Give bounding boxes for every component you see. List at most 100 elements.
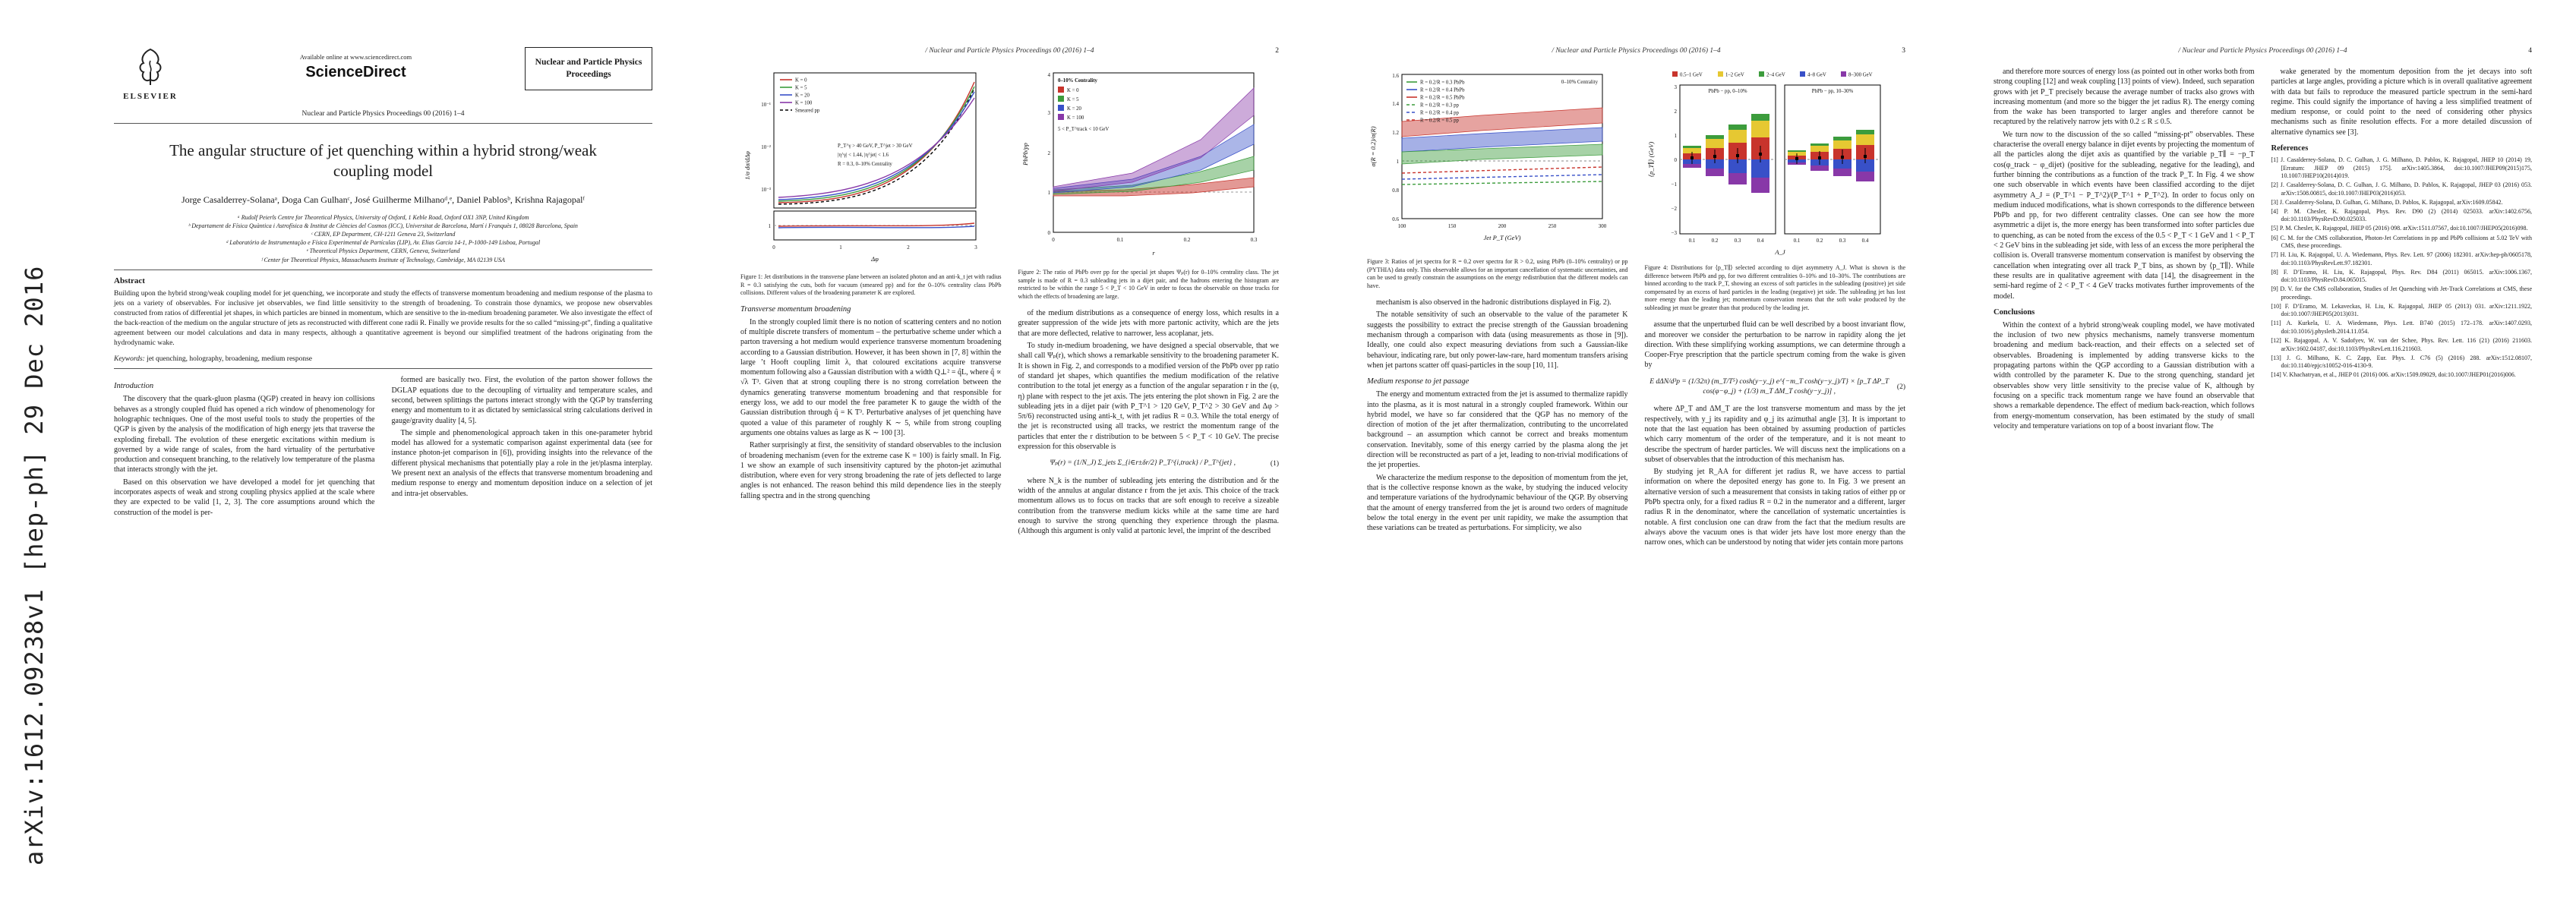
svg-text:0.2: 0.2 [1183, 237, 1190, 243]
svg-text:0.1: 0.1 [1793, 238, 1800, 244]
paragraph: mechanism is also observed in the hadron… [1376, 298, 1612, 307]
paragraph: We turn now to the discussion of the so … [1994, 130, 2255, 301]
svg-text:250: 250 [1548, 223, 1557, 229]
paragraph: We characterize the medium response to t… [1367, 473, 1628, 533]
paragraph: where ΔP_T and ΔM_T are the lost transve… [1644, 405, 1906, 464]
journal-name-box: Nuclear and Particle Physics Proceedings [525, 47, 652, 91]
page-number: 3 [1902, 47, 1905, 55]
introduction-heading: Introduction [114, 382, 154, 391]
keywords-text: jet quenching, holography, broadening, m… [147, 355, 313, 364]
running-head-text: / Nuclear and Particle Physics Proceedin… [1552, 47, 1721, 55]
svg-text:4–8 GeV: 4–8 GeV [1807, 73, 1826, 78]
paragraph: In the strongly coupled limit there is n… [740, 317, 1002, 437]
figure-1: K = 0 K = 5 K = 20 K = 100 Smeared pp P_… [740, 67, 1002, 270]
fig3-ylabel: σ(R = 0.2)/σ(R) [1369, 126, 1377, 166]
page2-left-column: K = 0 K = 5 K = 20 K = 100 Smeared pp P_… [740, 67, 1002, 538]
keywords-label: Keywords: [114, 355, 145, 364]
page4-left-column: and therefore more sources of energy los… [1994, 67, 2255, 433]
figure-3: R = 0.2/R = 0.3 PbPb R = 0.2/R = 0.4 PbP… [1367, 67, 1628, 255]
page4-right-column: wake generated by the momentum depositio… [2271, 67, 2533, 433]
svg-text:R = 0.2/R = 0.3 pp: R = 0.2/R = 0.3 pp [1420, 103, 1460, 109]
arxiv-identifier: arXiv:1612.09238v1 [hep-ph] 29 Dec 2016 [20, 265, 49, 865]
reference-entry: [7] H. Liu, K. Rajagopal, U. A. Wiedeman… [2271, 251, 2533, 266]
fig3-band-r03-pbpb [1401, 143, 1603, 165]
page3-right-column: 0.5–1 GeV 1–2 GeV 2–4 GeV 4–8 GeV 8–300 … [1644, 67, 1906, 550]
page1-left-column: Introduction The discovery that the quar… [114, 375, 375, 520]
svg-text:0.3: 0.3 [1250, 237, 1257, 243]
svg-text:K = 0: K = 0 [1067, 88, 1079, 93]
svg-text:R = 0.2/R = 0.5 pp: R = 0.2/R = 0.5 pp [1420, 118, 1460, 124]
page3-left-column: R = 0.2/R = 0.3 PbPb R = 0.2/R = 0.4 PbP… [1367, 67, 1628, 550]
svg-text:R = 0.2/R = 0.4 PbPb: R = 0.2/R = 0.4 PbPb [1420, 88, 1465, 93]
fig2-band-k0 [1053, 177, 1254, 197]
svg-text:1: 1 [1674, 133, 1677, 139]
svg-text:0.3: 0.3 [1734, 238, 1741, 244]
reference-list: [1] J. Casalderrey-Solana, D. C. Gulhan,… [2271, 156, 2533, 380]
paragraph: The discovery that the quark-gluon plasm… [114, 395, 375, 474]
reference-entry: [5] P. M. Chesler, K. Rajagopal, JHEP 05… [2271, 225, 2528, 232]
fig1-xlabel: Δφ [870, 255, 879, 263]
paragraph: of the medium distributions as a consequ… [1018, 309, 1280, 338]
svg-text:100: 100 [1398, 223, 1406, 229]
svg-text:PbPb − pp, 10–30%: PbPb − pp, 10–30% [1811, 89, 1853, 94]
running-head-text: / Nuclear and Particle Physics Proceedin… [925, 47, 1094, 55]
affiliation-line: ᵈ Laboratório de Instrumentação e Física… [226, 239, 541, 247]
paragraph: Based on this observation we have develo… [114, 478, 375, 517]
svg-text:K = 0: K = 0 [795, 78, 807, 84]
fig2-band-k100 [1053, 87, 1254, 192]
paragraph: wake generated by the momentum depositio… [2271, 68, 2533, 137]
fig2-band-k5 [1053, 156, 1254, 195]
fig3-line-r05-pp [1401, 166, 1603, 174]
fig1-ylabel: 1/σ dσ/dΔφ [743, 151, 751, 180]
fig3-line-r03-pp [1401, 181, 1603, 185]
svg-text:K = 5: K = 5 [795, 86, 807, 91]
equation-2-body: E dΔN/d³p = (1/32π) (m_T/T⁵) cosh(y−y_j)… [1649, 377, 1889, 396]
svg-text:1.2: 1.2 [1392, 130, 1399, 136]
svg-text:R = 0.2/R = 0.4 pp: R = 0.2/R = 0.4 pp [1420, 111, 1460, 116]
fig3-annotation: 0–10% Centrality [1561, 80, 1599, 85]
fig2-xlabel: r [1152, 249, 1155, 257]
figure-2-plot: 0–10% Centrality K = 0 K = 5 K = 20 K = … [1021, 72, 1258, 257]
svg-text:0.1: 0.1 [1688, 238, 1695, 244]
running-head: / Nuclear and Particle Physics Proceedin… [1994, 47, 2532, 55]
svg-text:K = 5: K = 5 [1067, 97, 1079, 102]
svg-text:0.3: 0.3 [1839, 238, 1845, 244]
paragraph: formed are basically two. First, the evo… [391, 376, 653, 425]
reference-entry: [9] D. V. for the CMS collaboration, Stu… [2271, 285, 2533, 301]
page4-columns: and therefore more sources of energy los… [1994, 67, 2532, 433]
svg-text:10⁻²: 10⁻² [761, 144, 771, 150]
citation-line: Nuclear and Particle Physics Proceedings… [301, 110, 465, 118]
svg-text:K = 100: K = 100 [1067, 115, 1084, 121]
svg-text:2: 2 [1674, 109, 1677, 115]
affiliation-line: ᵇ Departament de Física Quàntica i Astro… [188, 222, 578, 229]
svg-text:0.5–1 GeV: 0.5–1 GeV [1680, 73, 1703, 78]
paragraph: The notable sensitivity of such an obser… [1367, 310, 1628, 370]
svg-text:3: 3 [1047, 110, 1050, 116]
reference-entry: [6] C. M. for the CMS collaboration, Pho… [2271, 234, 2533, 250]
figure-4-plot: 0.5–1 GeV 1–2 GeV 2–4 GeV 4–8 GeV 8–300 … [1647, 71, 1880, 256]
equation-2-number: (2) [1896, 383, 1905, 392]
divider [114, 368, 652, 370]
svg-text:150: 150 [1448, 223, 1457, 229]
paragraph: Within the context of a hybrid strong/we… [1994, 320, 2255, 430]
svg-text:8–300 GeV: 8–300 GeV [1848, 73, 1873, 78]
svg-text:0: 0 [1047, 230, 1050, 236]
paragraph: The simple and phenomenological approach… [391, 428, 653, 498]
svg-text:3: 3 [974, 244, 977, 251]
sciencedirect-block: Available online at www.sciencedirect.co… [187, 47, 525, 81]
figure-1-plot: K = 0 K = 5 K = 20 K = 100 Smeared pp P_… [743, 72, 977, 263]
fig3-xlabel: Jet P_T (GeV) [1484, 234, 1521, 241]
svg-text:0.2: 0.2 [1816, 238, 1823, 244]
reference-entry: [3] J. Casalderrey-Solana, D. Gulhan, G.… [2271, 198, 2503, 206]
broadening-section-heading: Transverse momentum broadening [740, 304, 851, 314]
fig4-xlabel: A_J [1774, 248, 1785, 256]
conclusions-heading: Conclusions [1994, 307, 2035, 317]
available-online-text: Available online at www.sciencedirect.co… [299, 53, 412, 61]
paragraph: Rather surprisingly at first, the sensit… [740, 441, 1002, 500]
paragraph: To study in-medium broadening, we have d… [1018, 342, 1280, 452]
page-number: 4 [2528, 47, 2532, 55]
svg-text:−1: −1 [1671, 181, 1677, 188]
fig1-annotation: P_T^γ > 40 GeV, P_T^jet > 30 GeV [838, 143, 913, 149]
sciencedirect-logo: ScienceDirect [305, 64, 406, 80]
